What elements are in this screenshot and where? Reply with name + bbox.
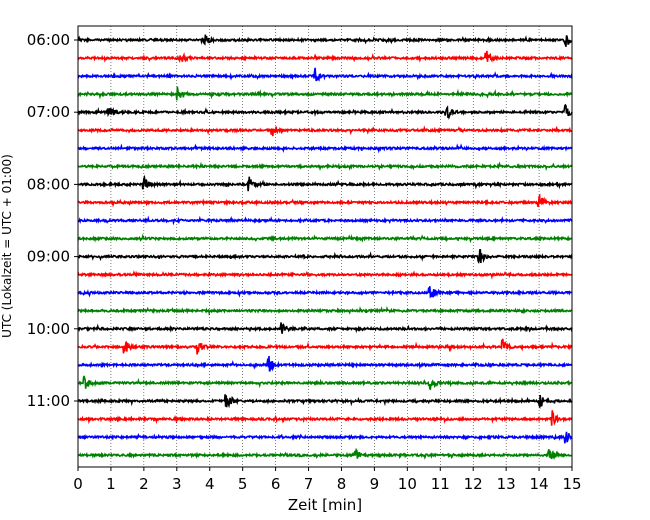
seismogram-trace <box>77 355 573 372</box>
x-tick-label: 3 <box>172 475 182 493</box>
seismogram-trace <box>77 447 573 460</box>
y-tick-label: 07:00 <box>27 103 70 121</box>
y-axis-label: UTC (Lokalzeit = UTC + 01:00) <box>0 154 14 338</box>
y-axis-ticks: 06:00 07:00 08:00 09:00 10:00 11:00 <box>27 31 78 410</box>
seismogram-trace <box>77 375 573 391</box>
seismogram-trace <box>77 215 573 226</box>
seismogram-trace <box>77 305 573 317</box>
seismogram-trace <box>77 34 573 47</box>
seismogram-trace <box>77 322 573 334</box>
x-tick-label: 5 <box>238 475 248 493</box>
seismogram-trace <box>77 338 573 355</box>
x-tick-label: 12 <box>464 475 483 493</box>
x-tick-label: 6 <box>271 475 281 493</box>
x-tick-label: 0 <box>73 475 83 493</box>
seismogram-trace <box>77 193 573 208</box>
seismogram-trace <box>77 233 573 244</box>
y-tick-label: 06:00 <box>27 31 70 49</box>
x-tick-label: 9 <box>370 475 380 493</box>
x-tick-label: 13 <box>497 475 516 493</box>
trace-group <box>77 34 573 460</box>
seismogram-trace <box>77 248 573 265</box>
x-axis-ticks: 0 1 2 3 4 5 6 7 8 9 10 11 12 13 14 15 <box>73 467 582 493</box>
x-tick-label: 10 <box>398 475 417 493</box>
seismogram-trace <box>77 103 573 121</box>
y-tick-label: 09:00 <box>27 248 70 266</box>
x-tick-label: 7 <box>304 475 314 493</box>
seismogram-trace <box>77 86 573 101</box>
seismogram-trace <box>77 410 573 426</box>
x-tick-label: 11 <box>431 475 450 493</box>
seismogram-trace <box>77 125 573 137</box>
seismogram-trace <box>77 286 573 299</box>
y-tick-label: 08:00 <box>27 175 70 193</box>
y-tick-label: 10:00 <box>27 320 70 338</box>
plot-frame <box>77 25 573 468</box>
x-tick-label: 4 <box>205 475 215 493</box>
x-tick-label: 15 <box>562 475 581 493</box>
seismogram-trace <box>77 431 573 444</box>
seismogram-trace <box>77 174 573 192</box>
y-tick-label: 11:00 <box>27 392 70 410</box>
seismogram-trace <box>77 143 573 154</box>
x-axis-label: Zeit [min] <box>288 496 362 514</box>
seismogram-trace <box>77 67 573 82</box>
seismogram-trace <box>77 394 573 410</box>
x-tick-label: 8 <box>337 475 347 493</box>
x-tick-label: 1 <box>106 475 116 493</box>
seismogram-trace <box>77 161 573 172</box>
x-tick-label: 14 <box>530 475 549 493</box>
seismogram-trace <box>77 50 573 64</box>
seismogram-trace <box>77 270 573 280</box>
x-tick-label: 2 <box>139 475 149 493</box>
